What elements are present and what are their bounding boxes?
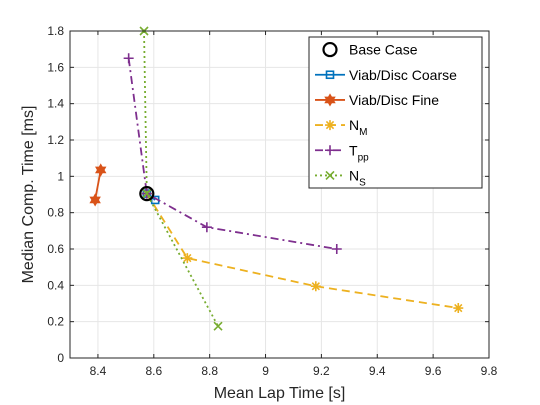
data-point: [213, 321, 223, 331]
data-point: [201, 222, 212, 233]
legend-marker: [322, 41, 338, 58]
y-tick-label: 1.6: [47, 60, 64, 74]
legend-label: NS: [349, 167, 366, 188]
legend-label: Viab/Disc Fine: [349, 92, 439, 108]
data-point: [453, 303, 464, 314]
plot-frame: [69, 30, 490, 359]
legend-entry: Viab/Disc Fine: [315, 92, 439, 108]
legend-entry: Base Case: [322, 41, 418, 58]
legend-label: Viab/Disc Coarse: [349, 67, 457, 83]
x-tick-label: 9: [262, 364, 269, 378]
series-layer: [89, 26, 464, 331]
legend-box: [308, 36, 483, 189]
x-tick-label: 8.4: [90, 364, 107, 378]
series-line: [146, 193, 459, 309]
data-point: [139, 185, 155, 202]
y-tick-label: 0: [57, 351, 64, 365]
y-axis-label: Median Comp. Time [ms]: [20, 106, 37, 284]
x-tick-label: 8.6: [145, 364, 162, 378]
legend-label: Tpp: [349, 142, 369, 163]
legend-marker: [325, 70, 335, 80]
data-point: [123, 53, 134, 64]
y-tick-label: 0.8: [47, 206, 64, 220]
x-axis-label: Mean Lap Time [s]: [214, 385, 346, 402]
legend-marker: [325, 170, 335, 180]
legend-entry: NM: [315, 117, 367, 138]
x-tick-label: 9.4: [369, 364, 386, 378]
legend-label: NM: [349, 117, 367, 138]
data-point: [95, 166, 107, 177]
legend-marker: [325, 120, 335, 131]
x-tick-label: 9.8: [481, 364, 498, 378]
legend-marker: [325, 145, 335, 156]
data-point: [89, 196, 101, 207]
series-line: [94, 169, 102, 201]
series-line: [127, 58, 337, 250]
data-point: [142, 189, 152, 199]
y-tick-label: 0.2: [47, 315, 64, 329]
legend-marker: [324, 96, 336, 107]
y-tick-label: 1.2: [47, 133, 64, 147]
data-point: [310, 281, 321, 292]
legend-entry: Viab/Disc Coarse: [315, 67, 457, 83]
data-point: [182, 253, 193, 264]
series-4: [123, 53, 342, 254]
legend-label: Base Case: [349, 42, 418, 58]
x-tick-label: 8.8: [201, 364, 218, 378]
x-tick-label: 9.2: [313, 364, 330, 378]
y-tick-label: 1.4: [47, 97, 64, 111]
y-tick-label: 0.6: [47, 242, 64, 256]
x-tick-label: 9.6: [425, 364, 442, 378]
y-tick-label: 1: [57, 169, 64, 183]
legend-entry: NS: [315, 167, 366, 188]
y-tick-label: 1.8: [47, 24, 64, 38]
axes: 8.4 8.6 8.8 9 9.2 9.4 9.6 9.8 0 0.2 0.4 0.6 0.8 1 1.2 1…: [47, 24, 497, 378]
legend: Base Case Viab/Disc Coarse Viab/Disc Fine N…: [308, 36, 483, 189]
data-point: [331, 244, 342, 254]
series-0: [139, 185, 155, 202]
series-2: [89, 163, 107, 207]
y-tick-label: 0.4: [47, 278, 64, 292]
legend-entry: Tpp: [315, 142, 369, 163]
